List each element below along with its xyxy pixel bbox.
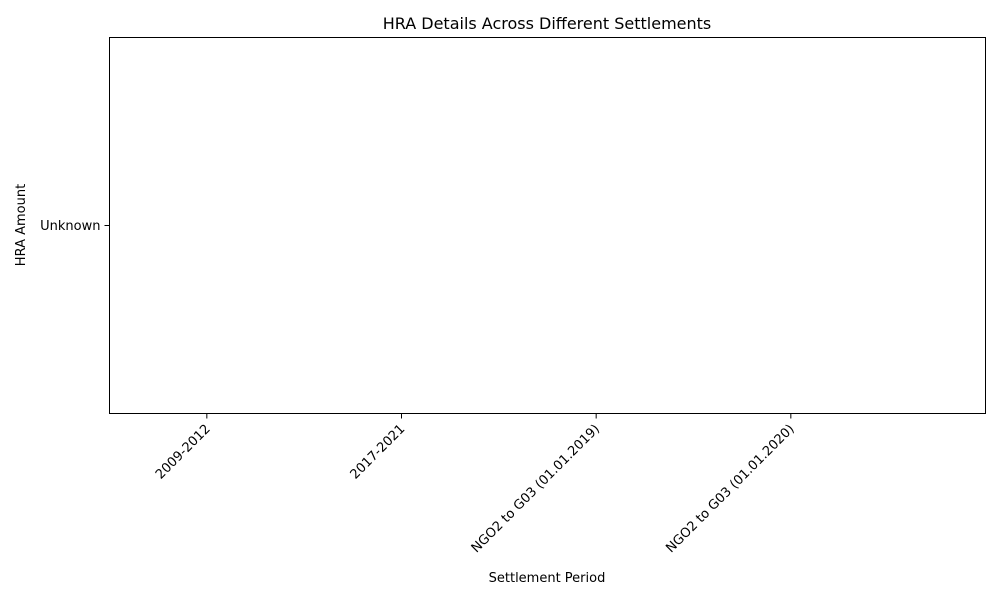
plot-area-frame [109,37,986,414]
x-tick-label: NGO2 to G03 (01.01.2020) [663,422,797,556]
y-axis-ticks: Unknown [40,219,110,234]
y-tick-label: Unknown [40,219,100,234]
chart-title: HRA Details Across Different Settlements [383,14,712,33]
x-tick-label: 2017-2021 [348,422,409,483]
x-axis-ticks: 2009-2012 2017-2021 NGO2 to G03 (01.01.201… [153,413,798,556]
x-tick-label: 2009-2012 [153,422,214,483]
x-tick-label: NGO2 to G03 (01.01.2019) [469,422,603,556]
y-axis-label: HRA Amount [14,184,29,266]
x-axis-label: Settlement Period [489,571,606,586]
